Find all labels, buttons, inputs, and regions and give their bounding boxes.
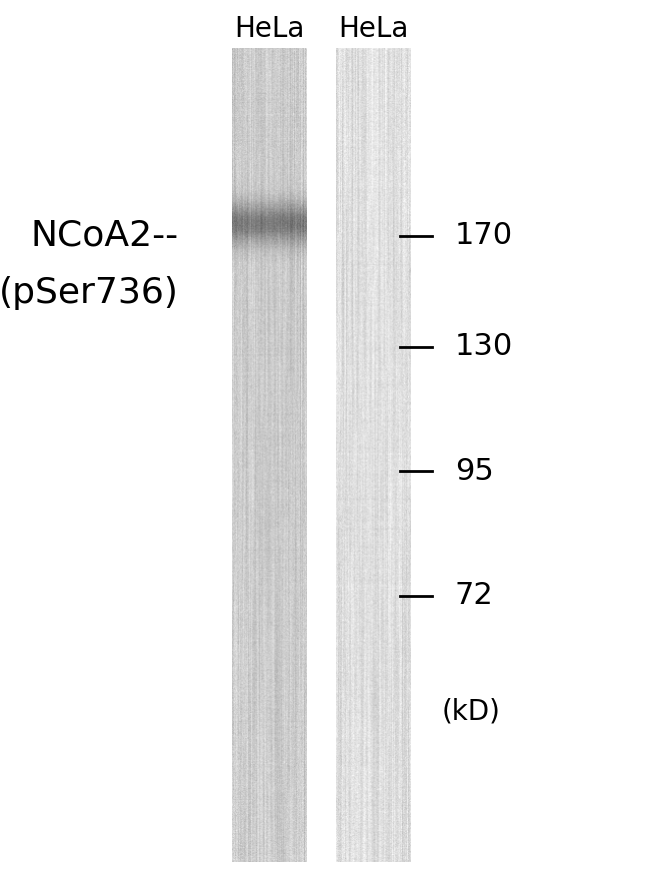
Text: (pSer736): (pSer736) [0, 276, 179, 310]
Text: HeLa: HeLa [339, 15, 409, 43]
Text: 95: 95 [455, 457, 494, 485]
Text: (kD): (kD) [442, 697, 501, 725]
Text: 130: 130 [455, 332, 514, 361]
Text: 72: 72 [455, 581, 494, 610]
Text: 170: 170 [455, 221, 513, 250]
Text: NCoA2--: NCoA2-- [31, 219, 179, 252]
Text: HeLa: HeLa [235, 15, 305, 43]
